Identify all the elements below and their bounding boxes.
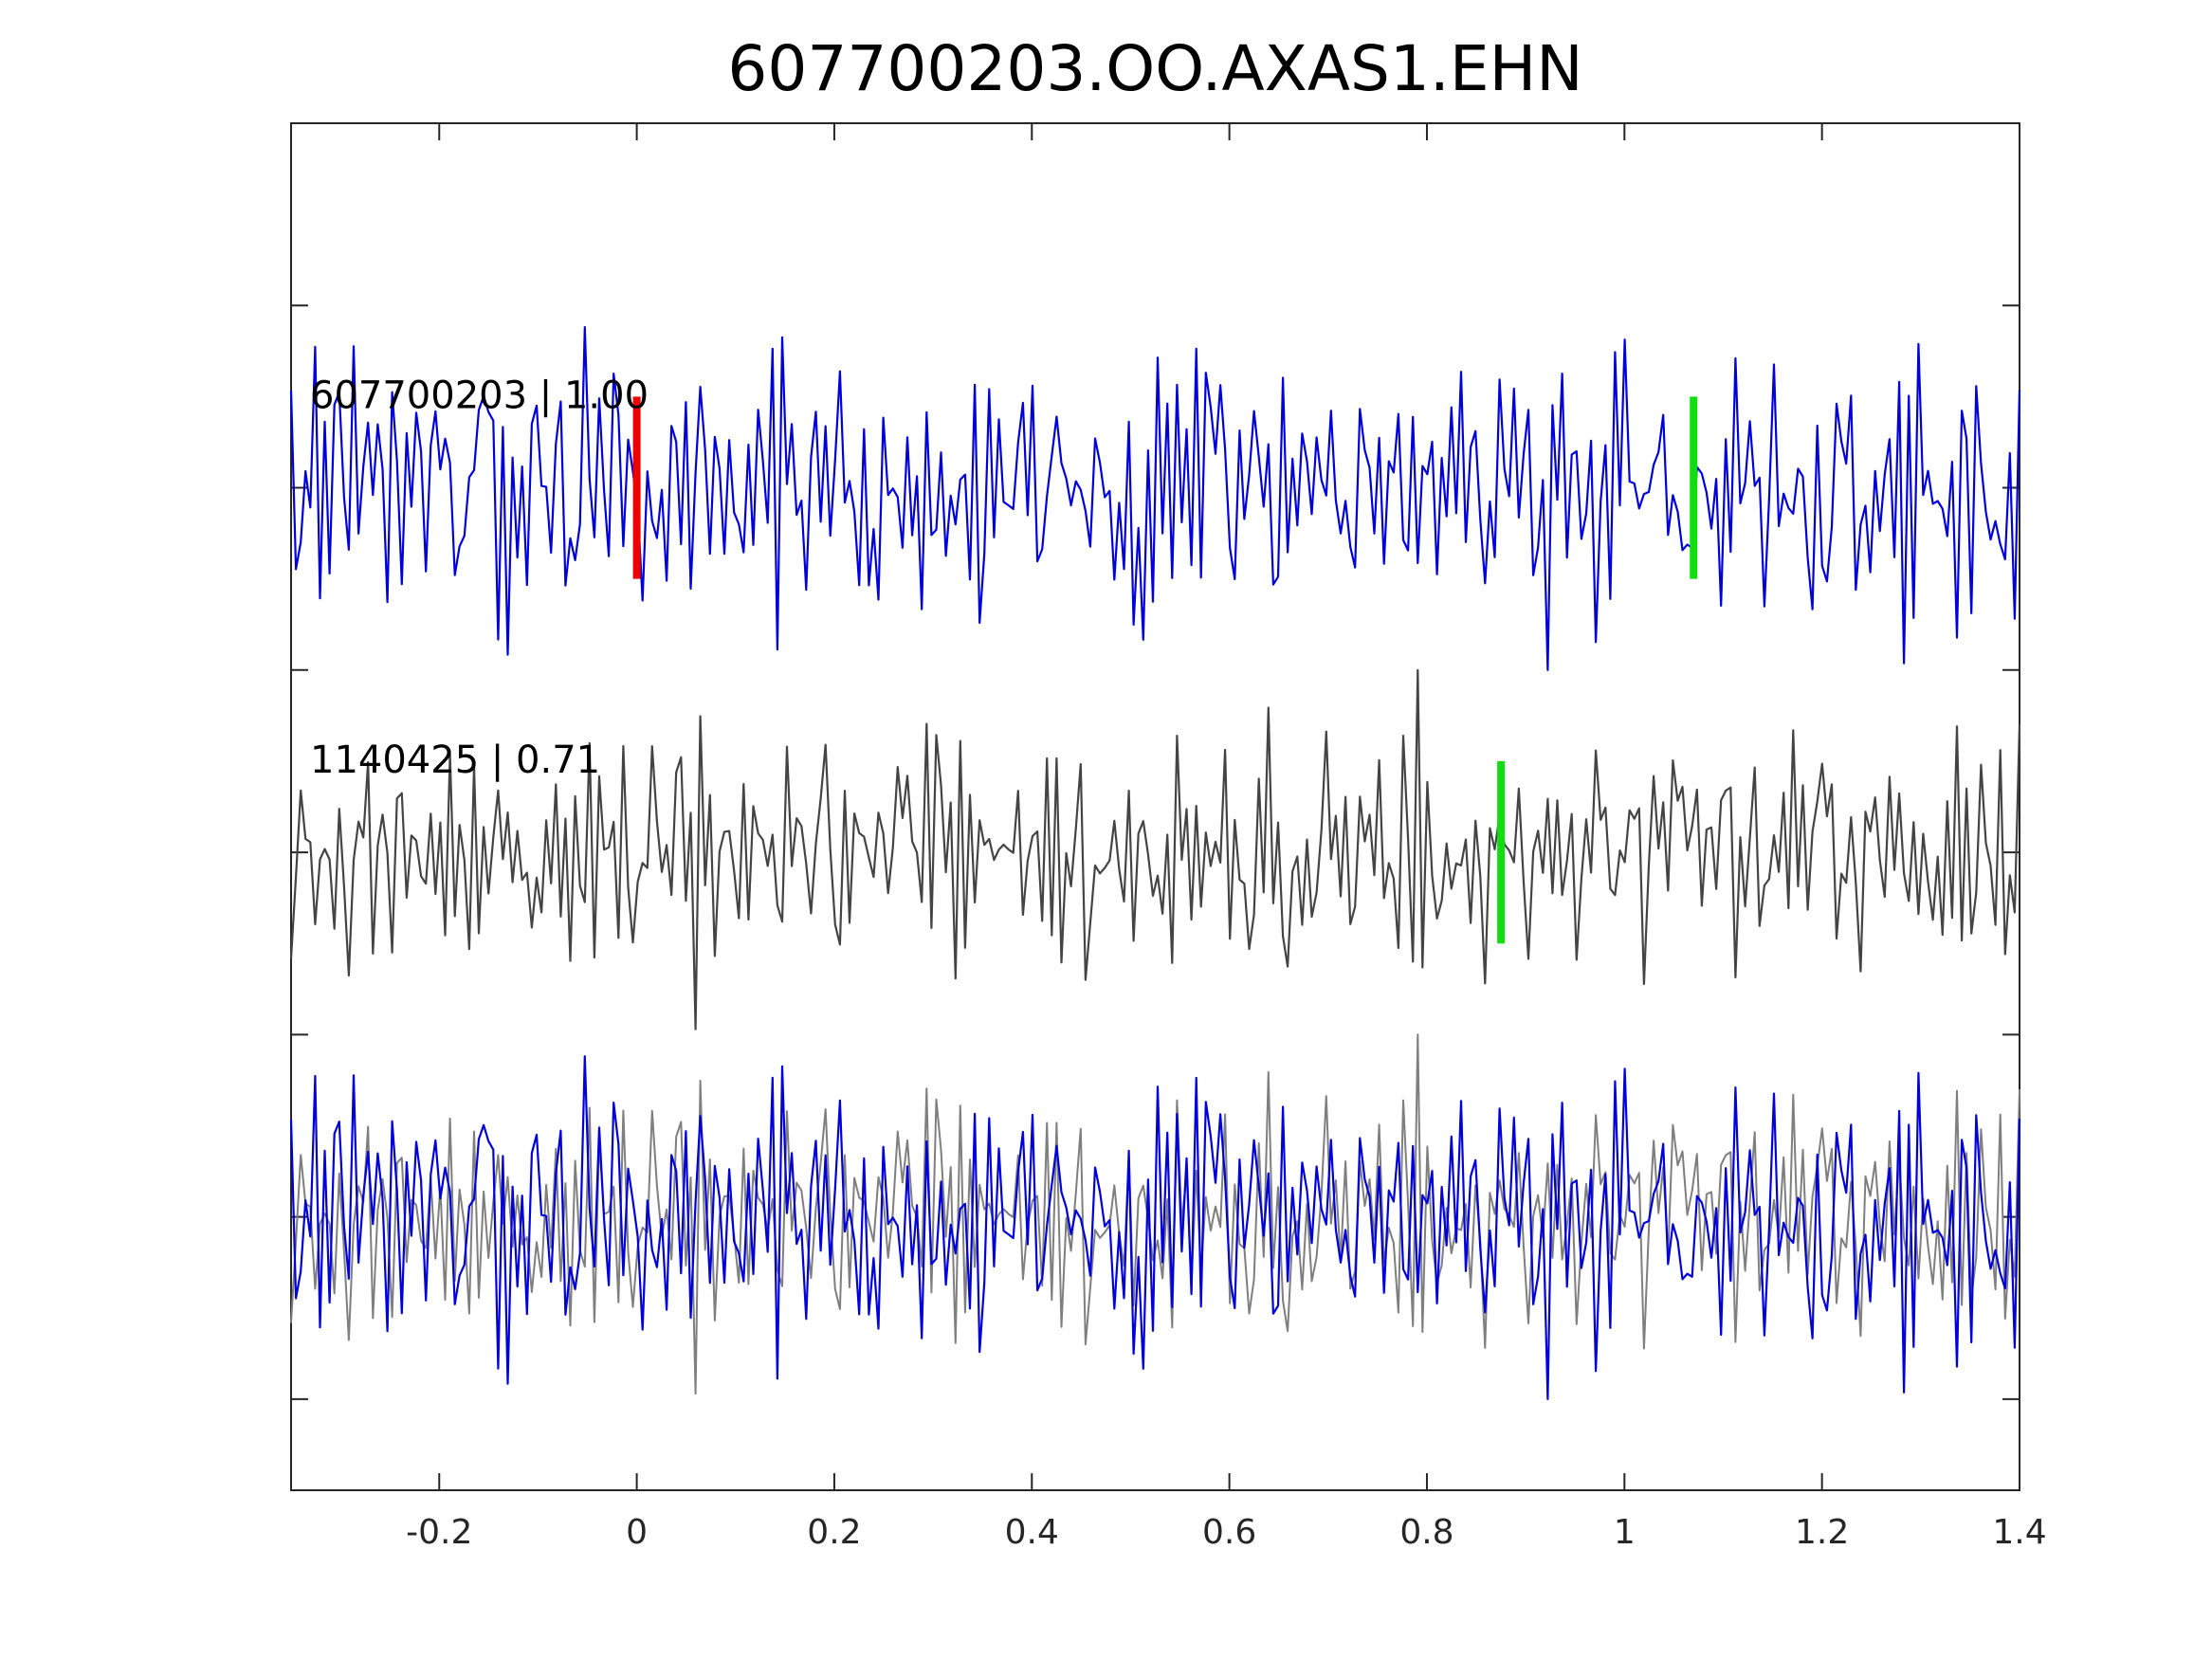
- x-tick-label: 1.2: [1795, 1513, 1849, 1552]
- x-axis: -0.2 0 0.2 0.4 0.6 0.8 1 1.2 1.4: [406, 123, 2047, 1552]
- plot-frame: [290, 122, 2020, 1491]
- trace-labels: 607700203 | 1.00 1140425 | 0.71: [310, 374, 649, 782]
- x-tick-label: 0.8: [1399, 1513, 1453, 1552]
- x-tick-label: 1: [1614, 1513, 1636, 1552]
- waveform-template: [289, 668, 2021, 1030]
- chart-title: 607700203.OO.AXAS1.EHN: [727, 32, 1582, 105]
- trace-label-1: 1140425 | 0.71: [310, 738, 600, 782]
- trace-label-0: 607700203 | 1.00: [310, 374, 649, 417]
- x-tick-label: 1.4: [1992, 1513, 2046, 1552]
- x-tick-label: 0.2: [807, 1513, 861, 1552]
- x-tick-label: -0.2: [406, 1513, 472, 1552]
- waveforms: [289, 326, 2021, 1401]
- x-tick-label: 0: [626, 1513, 648, 1552]
- waveform-master: [289, 326, 2021, 671]
- phase-picks: [632, 396, 1698, 944]
- x-tick-label: 0.6: [1202, 1513, 1256, 1552]
- x-tick-label: 0.4: [1005, 1513, 1059, 1552]
- waveform-overlay-master: [289, 1055, 2021, 1401]
